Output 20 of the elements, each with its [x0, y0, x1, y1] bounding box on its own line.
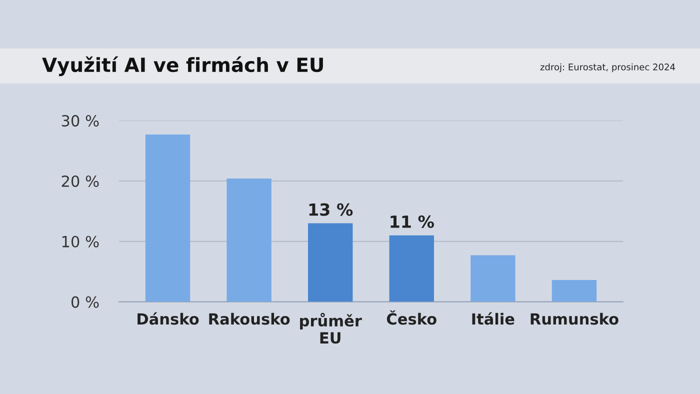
x-tick-label: Itálie — [472, 312, 514, 325]
x-tick-label: Rumunsko — [530, 312, 618, 325]
y-tick-label: 20 % — [62, 175, 99, 187]
bar — [308, 223, 353, 302]
y-tick-label: 30 % — [62, 115, 99, 127]
x-tick-label: Česko — [386, 310, 436, 325]
x-tick-label: Dánsko — [138, 312, 199, 325]
bar — [145, 134, 190, 302]
x-tick-label: Rakousko — [209, 312, 290, 325]
data-label: 13 % — [309, 203, 353, 216]
x-tick-label: průměr EU — [300, 312, 362, 344]
bar — [470, 255, 516, 302]
chart-title: Využití AI ve firmách v EU — [42, 56, 323, 76]
y-tick-label: 0 % — [71, 296, 99, 308]
bar — [389, 235, 434, 302]
y-tick-label: 10 % — [62, 236, 99, 248]
text: zdroj: Eurostat, prosinec 2024 — [540, 63, 675, 72]
data-label: 11 % — [390, 215, 434, 228]
bar — [552, 280, 597, 302]
bar — [226, 178, 272, 302]
